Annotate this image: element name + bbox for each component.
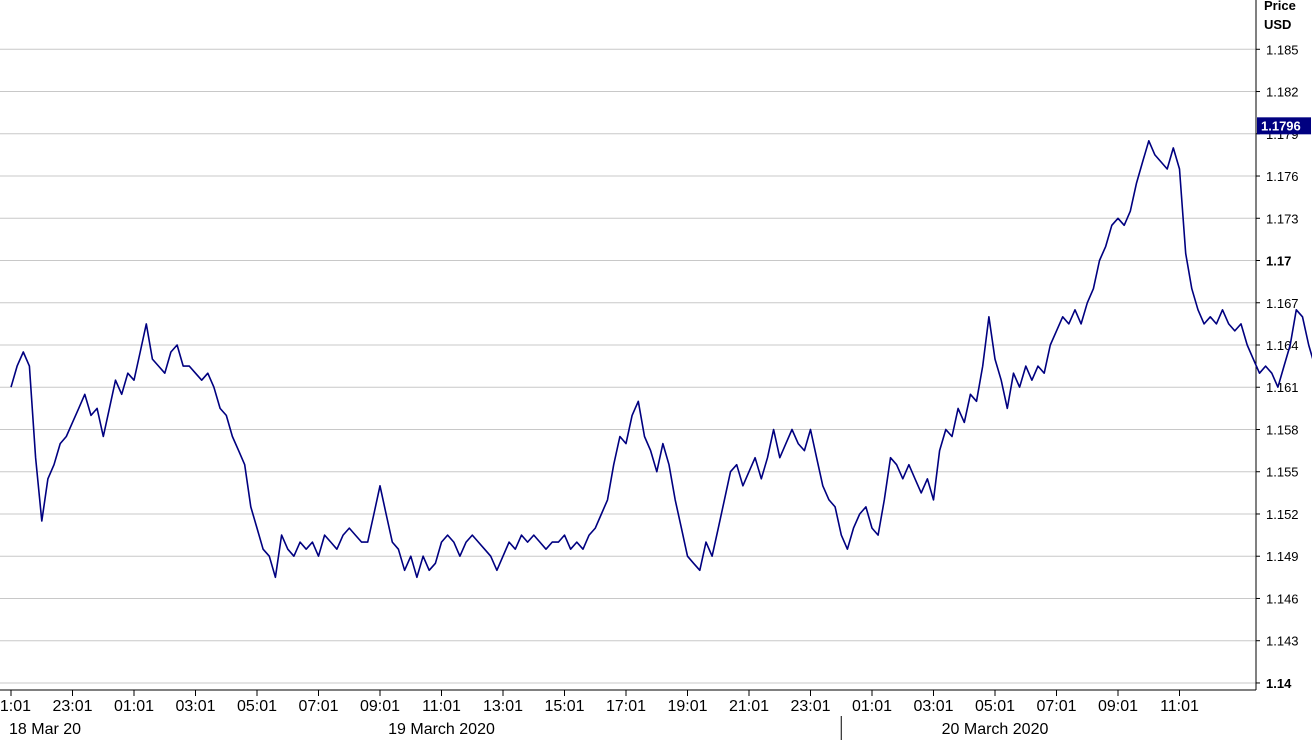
x-tick-label: 23:01 — [790, 698, 830, 715]
y-tick-label: 1.14 — [1266, 676, 1292, 691]
y-tick-label: 1.182 — [1266, 85, 1299, 100]
x-tick-label: 17:01 — [606, 698, 646, 715]
x-tick-label: 01:01 — [114, 698, 154, 715]
x-tick-label: 07:01 — [298, 698, 338, 715]
x-tick-label: 19:01 — [667, 698, 707, 715]
y-tick-label: 1.164 — [1266, 338, 1299, 353]
last-value-box — [1257, 117, 1311, 135]
x-tick-label: 01:01 — [852, 698, 892, 715]
y-tick-label: 1.176 — [1266, 169, 1299, 184]
y-axis-ticks: 1.1851.1821.1791.1761.1731.171.1671.1641… — [1256, 42, 1299, 691]
x-tick-label: 23:01 — [52, 698, 92, 715]
x-tick-label: 09:01 — [1098, 698, 1138, 715]
price-series-line — [10, 140, 1312, 579]
x-tick-label: 13:01 — [483, 698, 523, 715]
y-tick-label: 1.143 — [1266, 634, 1299, 649]
x-tick-label: 21:01 — [0, 698, 31, 715]
x-tick-label: 03:01 — [175, 698, 215, 715]
y-tick-label: 1.158 — [1266, 422, 1299, 437]
x-tick-label: 05:01 — [975, 698, 1015, 715]
last-value-marker: 1.1796 — [1257, 117, 1311, 135]
date-labels: 18 Mar 20 19 March 2020 20 March 2020 — [9, 716, 1048, 740]
y-tick-label: 1.167 — [1266, 296, 1299, 311]
date-label: 18 Mar 20 — [9, 721, 81, 738]
y-axis-header-unit: USD — [1264, 17, 1291, 32]
y-tick-label: 1.149 — [1266, 549, 1299, 564]
date-label: 19 March 2020 — [388, 721, 495, 738]
x-tick-label: 11:01 — [1160, 698, 1199, 715]
date-label: 20 March 2020 — [942, 721, 1049, 738]
y-tick-label: 1.155 — [1266, 465, 1299, 480]
y-axis-header-price: Price — [1264, 0, 1296, 13]
y-tick-label: 1.161 — [1266, 380, 1299, 395]
x-tick-label: 11:01 — [422, 698, 461, 715]
y-tick-label: 1.146 — [1266, 591, 1299, 606]
gridlines — [0, 48, 1256, 684]
last-value-label: 1.1796 — [1261, 118, 1301, 133]
x-axis-ticks: 21:01 23:01 01:01 03:01 05:01 07:01 09:01 11:01… — [0, 690, 1199, 715]
x-tick-label: 09:01 — [360, 698, 400, 715]
x-tick-label: 07:01 — [1036, 698, 1076, 715]
x-tick-label: 15:01 — [544, 698, 584, 715]
y-tick-label: 1.152 — [1266, 507, 1299, 522]
x-tick-label: 21:01 — [729, 698, 769, 715]
y-tick-label: 1.17 — [1266, 254, 1291, 269]
x-tick-label: 03:01 — [913, 698, 953, 715]
y-tick-label: 1.173 — [1266, 211, 1299, 226]
x-tick-label: 05:01 — [237, 698, 277, 715]
y-tick-label: 1.185 — [1266, 42, 1299, 57]
